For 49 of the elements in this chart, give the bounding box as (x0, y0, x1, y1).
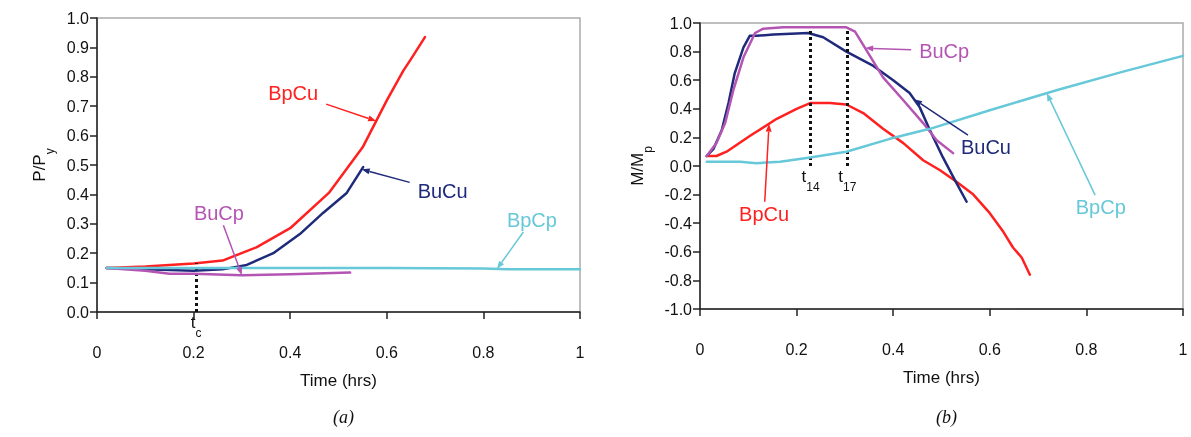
y-tick-label: 0.8 (66, 68, 90, 86)
y-tick-label: -0.2 (664, 186, 693, 204)
x-axis-title: Time (hrs) (903, 368, 980, 387)
x-tick-label: 0.6 (978, 340, 1002, 358)
y-tick-label: -1.0 (664, 300, 693, 318)
x-tick-label: 0.4 (882, 340, 905, 358)
y-tick-label: 0.4 (669, 100, 693, 118)
text: BuCp (193, 202, 244, 225)
text: BpCu (268, 82, 319, 105)
text: (a) (333, 407, 354, 428)
x-tick-label: 0.2 (182, 343, 205, 361)
y-tick-label: 0.2 (66, 244, 90, 262)
y-tick-label: 1.0 (66, 9, 90, 27)
y-tick-label: 0.6 (669, 71, 693, 89)
y-axis-title: P/Py (29, 148, 57, 182)
y-tick-label: 0.5 (66, 156, 90, 174)
x-tick-label: 0.8 (1075, 340, 1098, 358)
y-tick-label: 0.4 (66, 185, 90, 203)
legend-label: BuCp (919, 40, 970, 63)
x-tick-label: 0.8 (472, 343, 495, 361)
y-tick-label: 0.0 (669, 157, 693, 175)
y-tick-label: -0.8 (664, 271, 693, 289)
text: BpCp (1075, 196, 1126, 219)
y-tick-label: -0.4 (664, 214, 693, 232)
y-tick-label: 0.9 (66, 38, 90, 56)
y-tick-label: 0.1 (66, 274, 90, 292)
x-tick-label: 0 (92, 343, 102, 361)
x-tick-label: 1 (575, 343, 585, 361)
y-tick-label: 0.2 (669, 128, 693, 146)
x-tick-label: 1 (1178, 340, 1188, 358)
x-tick-label: 0.6 (375, 343, 399, 361)
x-tick-label: 0.4 (279, 343, 302, 361)
x-axis-title: Time (hrs) (300, 371, 377, 390)
y-tick-label: 0.0 (66, 303, 90, 321)
text: BpCu (739, 202, 790, 225)
series-label: BpCp (506, 208, 557, 231)
series-label: BuCu (960, 136, 1011, 159)
y-tick-label: 0.7 (66, 97, 90, 115)
text: (b) (936, 407, 957, 428)
y-tick-label: 0.6 (66, 127, 90, 145)
y-tick-label: 0.8 (669, 43, 693, 61)
x-tick-label: 0 (695, 340, 705, 358)
y-tick-label: -0.6 (664, 243, 693, 261)
x-tick-label: 0.2 (785, 340, 808, 358)
y-tick-label: 0.3 (66, 215, 90, 233)
line-series (705, 101, 1032, 276)
y-axis-title: M/Mp (627, 145, 655, 186)
y-tick-label: 1.0 (669, 14, 693, 32)
text: BuCu (417, 180, 468, 203)
